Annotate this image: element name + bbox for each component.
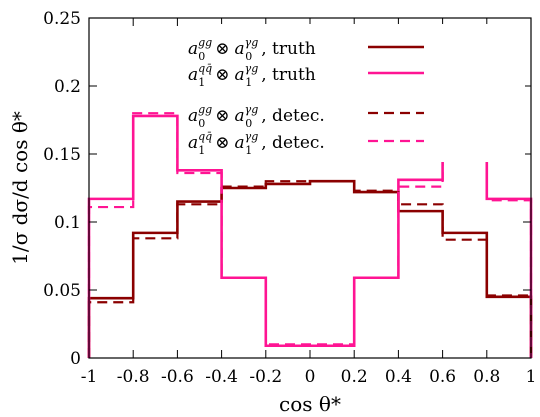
series-line-0 [87, 179, 533, 358]
y-tick-label: 0.05 [43, 281, 81, 301]
legend-label-qq-truth: , truth [261, 65, 316, 85]
x-tick-label: 0.4 [385, 367, 412, 387]
x-tick-label: 0.6 [429, 367, 456, 387]
series-line-3 [87, 102, 533, 358]
legend-background [180, 24, 525, 162]
legend-swatches [368, 45, 424, 143]
legend-entry-qq-truth: aqq̄ 1 ⊗ aγg 1, truth [188, 62, 316, 89]
series-gg-truth [87, 179, 533, 358]
x-tick-label: -0.8 [117, 367, 150, 387]
x-tick-label: -1 [81, 367, 98, 387]
legend-label-qq-detec: , detec. [261, 133, 325, 153]
x-tick-label: 0.2 [341, 367, 368, 387]
legend: agg 0 ⊗ aγg 0, truth aqq̄ 1 ⊗ aγg 1, truth agg 0 ⊗… [180, 24, 525, 162]
series-line-2 [87, 180, 533, 358]
ticks-layer: -1 -0.8 -0.6 -0.4 -0.2 0 0.2 0.4 0.6 0.8 1 0 0.05 0.1… [43, 9, 536, 387]
x-tick-label: 0 [305, 367, 316, 387]
x-tick-label: -0.4 [205, 367, 238, 387]
y-axis-title: 1/σ dσ/d cos θ* [8, 111, 32, 265]
series-gg-detec [87, 180, 533, 358]
legend-math-qq-detec: aqq̄ 1 ⊗ aγg 1, detec. [188, 130, 325, 157]
series-qq-detec [87, 102, 533, 358]
legend-entry-gg-truth: agg 0 ⊗ aγg 0, truth [188, 36, 316, 63]
legend-math-qq-truth: aqq̄ 1 ⊗ aγg 1, truth [188, 62, 316, 89]
legend-entry-qq-detec: aqq̄ 1 ⊗ aγg 1, detec. [188, 130, 325, 157]
y-tick-label: 0.1 [54, 213, 81, 233]
x-axis-title: cos θ* [279, 392, 341, 416]
legend-entry-gg-detec: agg 0 ⊗ aγg 0, detec. [188, 103, 325, 130]
x-tick-label: -0.2 [249, 367, 282, 387]
x-tick-label: 0.8 [473, 367, 500, 387]
y-tick-label: 0 [70, 349, 81, 369]
legend-math-gg-detec: agg 0 ⊗ aγg 0, detec. [188, 103, 325, 130]
y-tick-label: 0.25 [43, 9, 81, 29]
legend-label-gg-detec: , detec. [261, 106, 325, 126]
legend-label-gg-truth: , truth [261, 39, 316, 59]
x-tick-label: 1 [526, 367, 537, 387]
legend-math-gg-truth: agg 0 ⊗ aγg 0, truth [188, 36, 316, 63]
y-tick-label: 0.15 [43, 145, 81, 165]
x-tick-label: -0.6 [161, 367, 194, 387]
y-tick-label: 0.2 [54, 77, 81, 97]
